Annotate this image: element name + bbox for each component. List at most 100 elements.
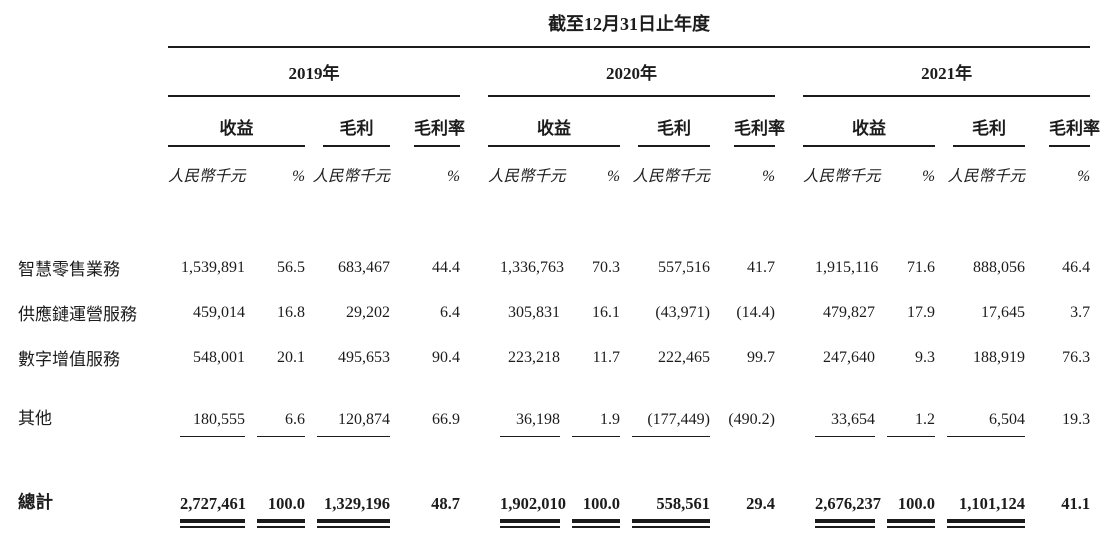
unit-label-rmb: 人民幣千元 — [168, 168, 246, 185]
unit-label-rmb: 人民幣千元 — [488, 168, 566, 185]
value-cell: 247,640 — [823, 348, 875, 366]
value-cell: 222,465 — [658, 348, 710, 366]
col-header-gross-margin-2021: 毛利率 — [1025, 96, 1100, 147]
value-cell: 20.1 — [277, 348, 305, 366]
value-cell: 17.9 — [907, 303, 935, 321]
value-cell: 17,645 — [981, 303, 1025, 321]
col-header-gross-profit-2021: 毛利 — [935, 96, 1025, 147]
year-header-row: 2019年 2020年 2021年 — [0, 47, 1091, 97]
value-cell: 70.3 — [592, 258, 620, 276]
total-value-cell: 558,561 — [620, 482, 710, 528]
col-header-gross-profit-2020: 毛利 — [620, 96, 710, 147]
total-value-cell: 1,329,196 — [305, 482, 390, 528]
total-value-cell: 2,727,461 — [168, 482, 246, 528]
total-value-cell: 100.0 — [875, 482, 935, 528]
row-label-smart-retail: 智慧零售業務 — [18, 260, 120, 279]
value-cell: 223,218 — [508, 348, 560, 366]
value-cell: 6.4 — [440, 303, 460, 321]
value-cell: 9.3 — [915, 348, 935, 366]
total-value-cell: 1,902,010 — [488, 482, 566, 528]
table-row: 其他 180,555 6.6 120,874 66.9 36,198 1.9 (… — [0, 380, 1090, 437]
value-cell: 6.6 — [245, 380, 305, 437]
value-cell: 16.8 — [277, 303, 305, 321]
total-value-cell: 41.1 — [1061, 494, 1091, 513]
total-value-cell: 29.4 — [746, 494, 775, 513]
value-cell: 44.4 — [432, 258, 460, 276]
row-label-digital-vas: 數字增值服務 — [18, 350, 120, 369]
value-cell: 495,653 — [338, 348, 390, 366]
value-cell: 1,336,763 — [500, 258, 564, 276]
value-cell: 888,056 — [973, 258, 1025, 276]
table-row: 智慧零售業務 1,539,891 56.5 683,467 44.4 1,336… — [0, 245, 1090, 290]
unit-label-rmb: 人民幣千元 — [947, 168, 1025, 185]
value-cell: 76.3 — [1062, 348, 1091, 366]
col-header-revenue-2021: 收益 — [803, 96, 935, 147]
value-cell: 99.7 — [747, 348, 775, 366]
year-header-2021: 2021年 — [803, 47, 1091, 97]
row-label-supply-chain: 供應鏈運營服務 — [18, 305, 137, 324]
value-cell: 3.7 — [1070, 303, 1091, 321]
value-cell: 33,654 — [803, 380, 875, 437]
value-cell: 90.4 — [432, 348, 460, 366]
unit-label-rmb: 人民幣千元 — [632, 168, 710, 185]
value-cell: (490.2) — [728, 410, 775, 428]
table-title-row: 截至12月31日止年度 — [0, 0, 1091, 48]
unit-label-pct: % — [922, 168, 935, 185]
value-cell: 46.4 — [1062, 258, 1091, 276]
value-cell: (177,449) — [620, 380, 710, 437]
table-row: 數字增值服務 548,001 20.1 495,653 90.4 223,218… — [0, 335, 1090, 380]
unit-label-pct: % — [762, 168, 775, 185]
units-row: 人民幣千元 % 人民幣千元 % 人民幣千元 % 人民幣千元 % 人民幣千元 % … — [0, 147, 1090, 195]
total-value-cell: 1,101,124 — [935, 482, 1025, 528]
unit-label-pct: % — [447, 168, 460, 185]
value-cell: 188,919 — [973, 348, 1025, 366]
value-cell: 41.7 — [747, 258, 775, 276]
value-cell: 66.9 — [432, 410, 460, 428]
total-value-cell: 48.7 — [431, 494, 460, 513]
unit-label-pct: % — [607, 168, 620, 185]
value-cell: 557,516 — [658, 258, 710, 276]
value-cell: 180,555 — [168, 380, 245, 437]
value-cell: 16.1 — [592, 303, 620, 321]
value-cell: 11.7 — [592, 348, 620, 366]
col-header-revenue-2019: 收益 — [168, 96, 305, 147]
value-cell: 71.6 — [907, 258, 935, 276]
unit-label-rmb: 人民幣千元 — [312, 168, 390, 185]
year-header-2020: 2020年 — [488, 47, 775, 97]
value-cell: 1,915,116 — [815, 258, 879, 276]
value-cell: 1.9 — [560, 380, 620, 437]
value-cell: (14.4) — [736, 303, 775, 321]
total-value-cell: 100.0 — [560, 482, 620, 528]
unit-label-rmb: 人民幣千元 — [803, 168, 881, 185]
value-cell: 1.2 — [875, 380, 935, 437]
value-cell: (43,971) — [655, 303, 710, 321]
value-cell: 56.5 — [277, 258, 305, 276]
row-label-total: 總計 — [18, 492, 53, 512]
row-label-others: 其他 — [18, 408, 52, 428]
value-cell: 120,874 — [305, 380, 390, 437]
col-header-gross-margin-2020: 毛利率 — [710, 96, 785, 147]
value-cell: 29,202 — [346, 303, 390, 321]
value-cell: 459,014 — [193, 303, 245, 321]
value-cell: 548,001 — [193, 348, 245, 366]
total-row: 總計 2,727,461 100.0 1,329,196 48.7 1,902,… — [0, 482, 1090, 528]
total-value-cell: 2,676,237 — [803, 482, 881, 528]
table-title: 截至12月31日止年度 — [168, 0, 1091, 48]
col-header-gross-margin-2019: 毛利率 — [390, 96, 465, 147]
value-cell: 479,827 — [823, 303, 875, 321]
unit-label-pct: % — [1077, 168, 1091, 185]
column-header-row: 收益 毛利 毛利率 收益 毛利 毛利率 收益 毛利 毛利率 — [0, 96, 1100, 147]
value-cell: 305,831 — [508, 303, 560, 321]
unit-label-pct: % — [292, 168, 305, 185]
total-value-cell: 100.0 — [245, 482, 305, 528]
value-cell: 1,539,891 — [181, 258, 245, 276]
table-row: 供應鏈運營服務 459,014 16.8 29,202 6.4 305,831 … — [0, 290, 1090, 335]
col-header-gross-profit-2019: 毛利 — [305, 96, 390, 147]
value-cell: 36,198 — [488, 380, 560, 437]
value-cell: 683,467 — [338, 258, 390, 276]
year-header-2019: 2019年 — [168, 47, 460, 97]
col-header-revenue-2020: 收益 — [488, 96, 620, 147]
value-cell: 19.3 — [1062, 410, 1091, 428]
value-cell: 6,504 — [935, 380, 1025, 437]
